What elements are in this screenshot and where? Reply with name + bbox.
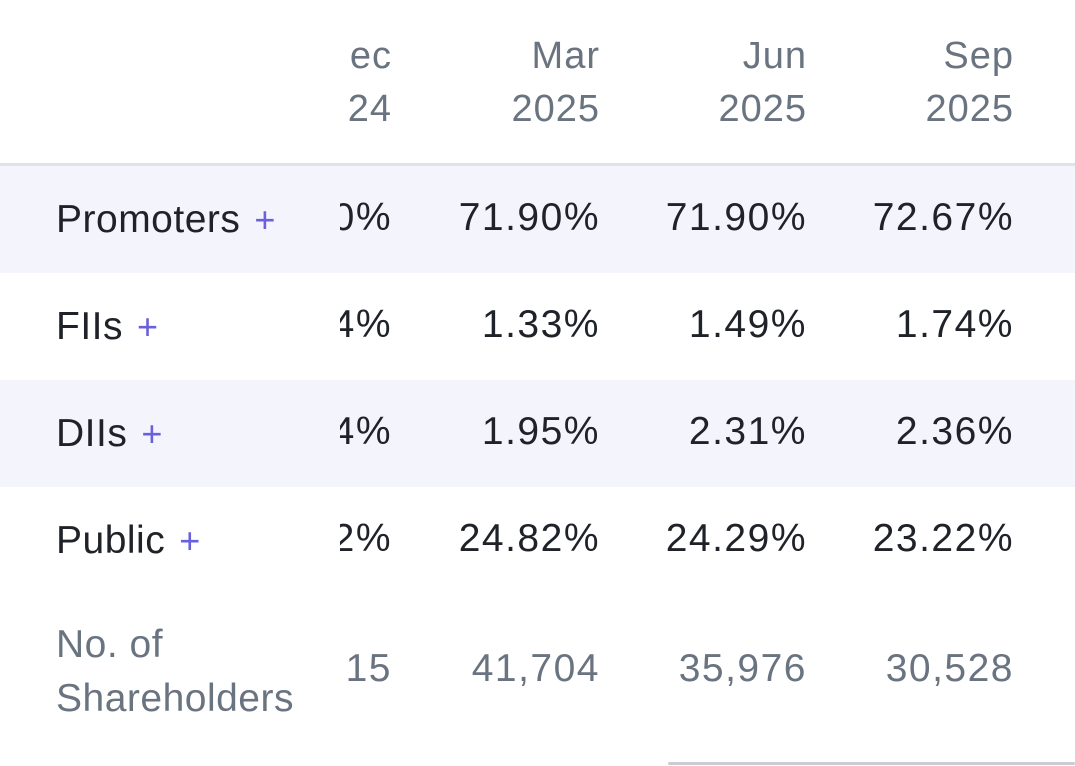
table-cell: 1.95% — [481, 410, 600, 453]
column-month: Jun — [742, 35, 807, 77]
shareholders-count: 15 — [345, 647, 392, 690]
table-cell: 24.82% — [458, 517, 600, 560]
row-label-text: FIIs — [56, 304, 123, 348]
table-cell: 2.36% — [895, 410, 1014, 453]
column-header-dec-2024: ec 24 — [340, 30, 392, 136]
row-label-diis[interactable]: DIIs + — [56, 380, 163, 487]
table-row-public: Public + 24.82% 24.29% 23.22% — [0, 487, 1075, 594]
table-cell: 72.67% — [872, 196, 1014, 239]
row-label-text: Public — [56, 518, 166, 562]
expand-plus-icon[interactable]: + — [137, 305, 159, 347]
clipped-column-dec-2024: ec 24 0% 4% 4% 2% 15 — [340, 0, 400, 766]
horizontal-scrollbar[interactable] — [668, 762, 1075, 765]
expand-plus-icon[interactable]: + — [254, 198, 276, 240]
table-cell: 71.90% — [458, 196, 600, 239]
shareholders-count: 30,528 — [885, 647, 1014, 690]
row-label-public[interactable]: Public + — [56, 487, 201, 594]
row-label-promoters[interactable]: Promoters + — [56, 166, 276, 273]
table-header: Mar 2025 Jun 2025 Sep 2025 — [0, 0, 1075, 166]
table-row-promoters: Promoters + 71.90% 71.90% 72.67% — [0, 166, 1075, 273]
shareholders-count: 35,976 — [678, 647, 807, 690]
column-year: 2025 — [925, 88, 1014, 130]
row-label-text: Promoters — [56, 197, 241, 241]
table-cell: 4% — [340, 303, 392, 346]
shareholders-label-line1: No. of — [56, 623, 164, 666]
table-cell: 71.90% — [665, 196, 807, 239]
row-label-text: DIIs — [56, 411, 128, 455]
column-month: Sep — [943, 35, 1014, 77]
expand-plus-icon[interactable]: + — [141, 412, 163, 454]
table-cell: 0% — [340, 196, 392, 239]
row-label-shareholders: No. of Shareholders — [56, 618, 294, 726]
table-row-fiis: FIIs + 1.33% 1.49% 1.74% — [0, 273, 1075, 380]
column-month: Mar — [531, 35, 600, 77]
table-cell: 2.31% — [688, 410, 807, 453]
table-cell: 4% — [340, 410, 392, 453]
expand-plus-icon[interactable]: + — [179, 519, 201, 561]
column-year: 2025 — [718, 88, 807, 130]
table-cell: 1.33% — [481, 303, 600, 346]
table-row-diis: DIIs + 1.95% 2.31% 2.36% — [0, 380, 1075, 487]
column-header-mar-2025: Mar 2025 — [410, 30, 600, 136]
table-cell: 1.74% — [895, 303, 1014, 346]
column-header-jun-2025: Jun 2025 — [617, 30, 807, 136]
column-year: 24 — [347, 88, 392, 130]
row-label-fiis[interactable]: FIIs + — [56, 273, 159, 380]
table-cell: 1.49% — [688, 303, 807, 346]
column-month: ec — [349, 35, 392, 77]
column-header-sep-2025: Sep 2025 — [824, 30, 1014, 136]
table-cell: 24.29% — [665, 517, 807, 560]
column-year: 2025 — [511, 88, 600, 130]
table-cell: 23.22% — [872, 517, 1014, 560]
shareholders-label-line2: Shareholders — [56, 677, 294, 720]
shareholders-count: 41,704 — [471, 647, 600, 690]
table-cell: 2% — [340, 517, 392, 560]
